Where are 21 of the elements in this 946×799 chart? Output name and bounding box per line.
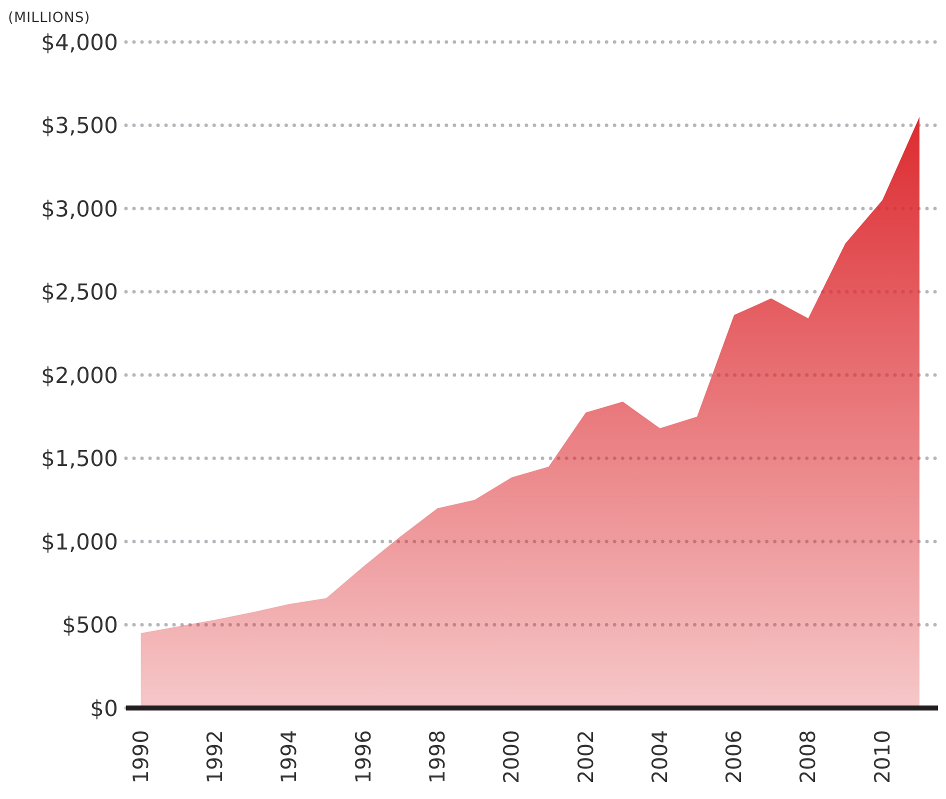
y-tick-label: $3,000 bbox=[41, 197, 118, 222]
x-tick-label: 1992 bbox=[202, 730, 227, 784]
x-tick-label: 1996 bbox=[351, 730, 376, 784]
x-tick-label: 2002 bbox=[574, 730, 598, 784]
y-tick-label: $1,500 bbox=[41, 447, 118, 472]
y-tick-label: $0 bbox=[90, 696, 118, 722]
x-tick-label: 1990 bbox=[128, 730, 153, 784]
y-tick-label: $4,000 bbox=[41, 30, 118, 56]
x-tick-label: 2000 bbox=[500, 730, 524, 784]
x-tick-label: 2004 bbox=[648, 730, 672, 784]
y-axis-title: (MILLIONS) bbox=[8, 10, 90, 26]
y-tick-label: $3,500 bbox=[41, 114, 118, 140]
x-tick-label: 1994 bbox=[277, 730, 302, 784]
x-tick-label: 2008 bbox=[796, 730, 820, 784]
y-tick-label: $2,500 bbox=[41, 280, 118, 306]
x-tick-label: 2006 bbox=[722, 730, 746, 784]
x-tick-label: 1998 bbox=[425, 730, 450, 784]
x-tick-label: 2010 bbox=[870, 730, 894, 784]
y-tick-label: $500 bbox=[62, 614, 118, 639]
y-tick-label: $1,000 bbox=[41, 530, 118, 556]
y-tick-label: $2,000 bbox=[41, 364, 118, 389]
